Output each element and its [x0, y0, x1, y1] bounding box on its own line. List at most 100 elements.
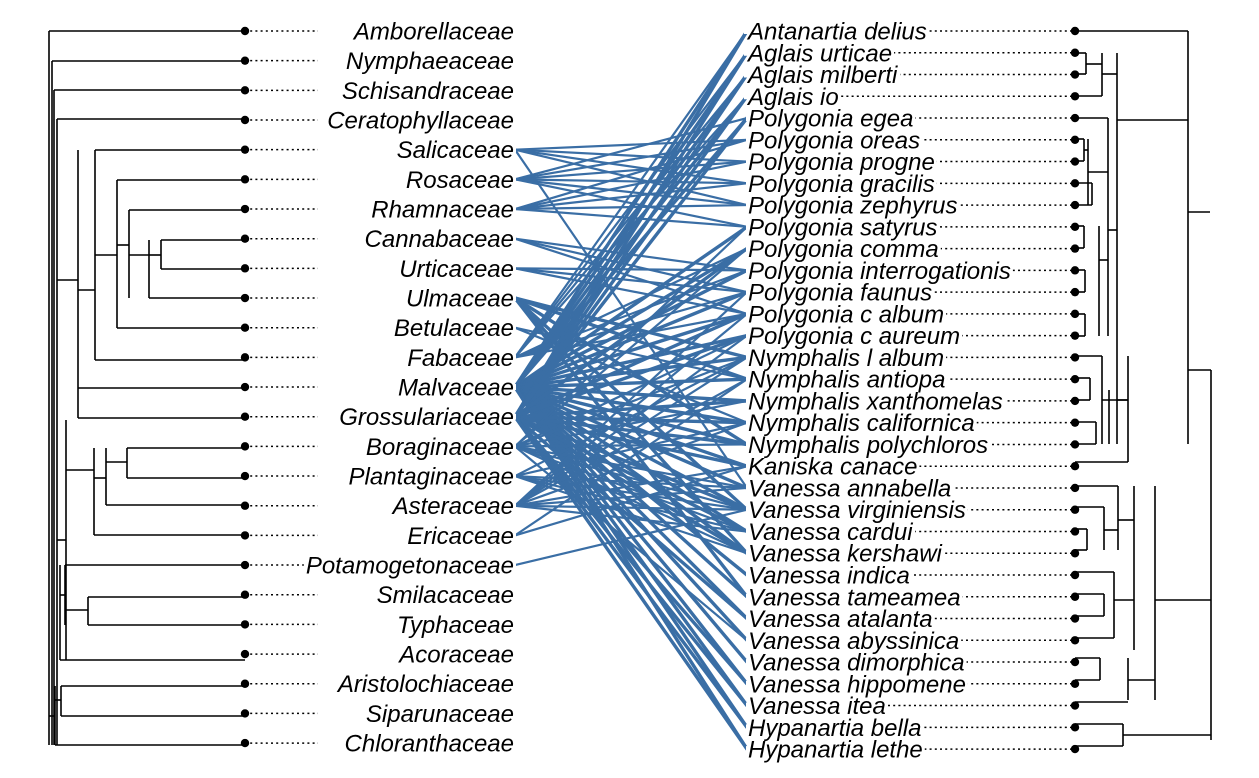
butterfly-leaf: Antanartia delius: [744, 19, 1080, 46]
butterfly-species-label: Nymphalis californica: [748, 410, 975, 437]
host-plant-link: [513, 94, 749, 389]
leaf-dot: [1070, 309, 1080, 319]
label-backdrop: [362, 235, 516, 242]
plant-family-label: Urticaceae: [399, 256, 514, 283]
butterfly-leaf: Nymphalis polychloros: [746, 432, 1080, 459]
butterfly-leaf: Polygonia satyrus: [746, 214, 1080, 241]
butterfly-leaf: Vanessa atalanta: [746, 606, 1080, 633]
leaf-dot: [240, 86, 250, 95]
plant-phylogeny-tree: [48, 30, 245, 746]
label-backdrop: [746, 267, 1013, 274]
butterfly-leaf: Vanessa itea: [746, 693, 1080, 720]
label-backdrop: [746, 528, 916, 535]
butterfly-species-label: Vanessa kershawi: [748, 541, 943, 568]
host-plant-link: [513, 334, 749, 448]
plant-leaf: Potamogetonaceae: [240, 553, 516, 580]
leaf-dot: [1070, 462, 1080, 471]
butterfly-species-label: Polygonia c aureum: [748, 323, 960, 350]
host-plant-link: [513, 377, 749, 389]
butterfly-leaf: Vanessa indica: [746, 563, 1080, 590]
label-backdrop: [395, 651, 516, 658]
butterfly-species-label: Hypanartia lethe: [748, 737, 923, 764]
leaf-dot: [1070, 287, 1080, 297]
label-backdrop: [746, 659, 967, 666]
leaf-dot: [1070, 614, 1080, 623]
butterfly-leaf: Vanessa kershawi: [746, 541, 1080, 568]
butterfly-phylogeny-tree: [1075, 30, 1212, 747]
host-plant-link: [513, 148, 749, 185]
butterfly-species-label: Polygonia faunus: [748, 280, 932, 307]
host-plant-link: [513, 51, 749, 389]
host-plant-link: [513, 443, 749, 448]
host-plant-link: [513, 148, 749, 163]
leaf-dot: [240, 204, 250, 214]
label-backdrop: [746, 506, 968, 513]
butterfly-leaf: Vanessa cardui: [746, 519, 1080, 546]
host-plant-link: [513, 29, 749, 419]
butterfly-species-label: Polygonia interrogationis: [748, 258, 1011, 285]
leaf-dot: [240, 382, 250, 392]
leaf-dot: [1070, 570, 1080, 580]
plant-family-label: Siparunaceae: [366, 701, 514, 728]
butterfly-species-label: Polygonia comma: [748, 236, 939, 263]
host-plant-link: [513, 247, 749, 448]
leaf-dot: [1070, 744, 1080, 754]
plant-leaf: Urticaceae: [240, 256, 516, 283]
leaf-dot: [1070, 331, 1080, 340]
host-plant-link: [513, 415, 749, 730]
butterfly-leaf: Polygonia egea: [746, 106, 1080, 133]
butterfly-species-label: Vanessa dimorphica: [748, 650, 965, 677]
leaf-dot: [240, 145, 250, 154]
butterfly-leaf: Polygonia c aureum: [746, 323, 1080, 350]
butterfly-leaf: Vanessa abyssinica: [746, 628, 1080, 655]
leaf-dot: [240, 679, 250, 688]
plant-family-label: Typhaceae: [397, 612, 514, 639]
butterfly-species-label: Nymphalis antiopa: [748, 367, 945, 394]
butterfly-species-label: Kaniska canace: [748, 454, 917, 481]
host-plant-link: [513, 378, 749, 537]
plant-leaf: Chloranthaceae: [240, 731, 516, 758]
plant-family-label: Smilacaceae: [377, 582, 514, 609]
leaf-dot: [240, 560, 250, 570]
label-backdrop: [363, 443, 516, 450]
leaf-dot: [1070, 679, 1080, 688]
label-backdrop: [405, 532, 516, 539]
label-backdrop: [369, 206, 516, 213]
label-backdrop: [746, 245, 941, 252]
label-backdrop: [746, 615, 935, 622]
leaf-dot: [1070, 440, 1080, 449]
label-backdrop: [395, 621, 516, 628]
plant-leaf: Acoraceae: [240, 642, 516, 669]
butterfly-species-label: Polygonia progne: [748, 149, 935, 176]
leaf-dot: [1070, 92, 1080, 101]
label-backdrop: [346, 473, 516, 480]
butterfly-species-label: Polygonia zephyrus: [748, 193, 957, 220]
plant-leaf: Siparunaceae: [240, 701, 516, 728]
plant-leaf: Plantaginaceae: [240, 464, 516, 491]
host-plant-link: [513, 504, 749, 511]
host-plant-link: [513, 182, 749, 211]
butterfly-leaf: Kaniska canace: [746, 454, 1080, 481]
leaf-dot: [1070, 483, 1080, 493]
leaf-dot: [240, 175, 250, 184]
butterfly-leaf: Polygonia oreas: [746, 127, 1080, 154]
label-backdrop: [746, 397, 1005, 404]
plant-family-label: Rosaceae: [406, 167, 514, 194]
plant-leaf: Grossulariaceae: [240, 404, 516, 431]
leaf-dot: [1070, 527, 1080, 536]
plant-leaf: Salicaceae: [240, 137, 516, 164]
leaf-dot: [1070, 374, 1080, 384]
butterfly-species-label: Aglais urticae: [746, 40, 892, 67]
host-plant-link: [513, 225, 749, 448]
leaf-dot: [1070, 200, 1080, 210]
host-plant-link: [513, 237, 749, 315]
leaf-dot: [240, 412, 250, 421]
label-backdrop: [746, 376, 948, 383]
butterfly-species-label: Antanartia delius: [746, 19, 927, 46]
plant-family-label: Schisandraceae: [342, 78, 514, 105]
host-plant-link: [513, 356, 749, 478]
butterfly-leaf: Polygonia zephyrus: [746, 193, 1080, 220]
butterfly-leaf: Vanessa virginiensis: [746, 497, 1080, 524]
